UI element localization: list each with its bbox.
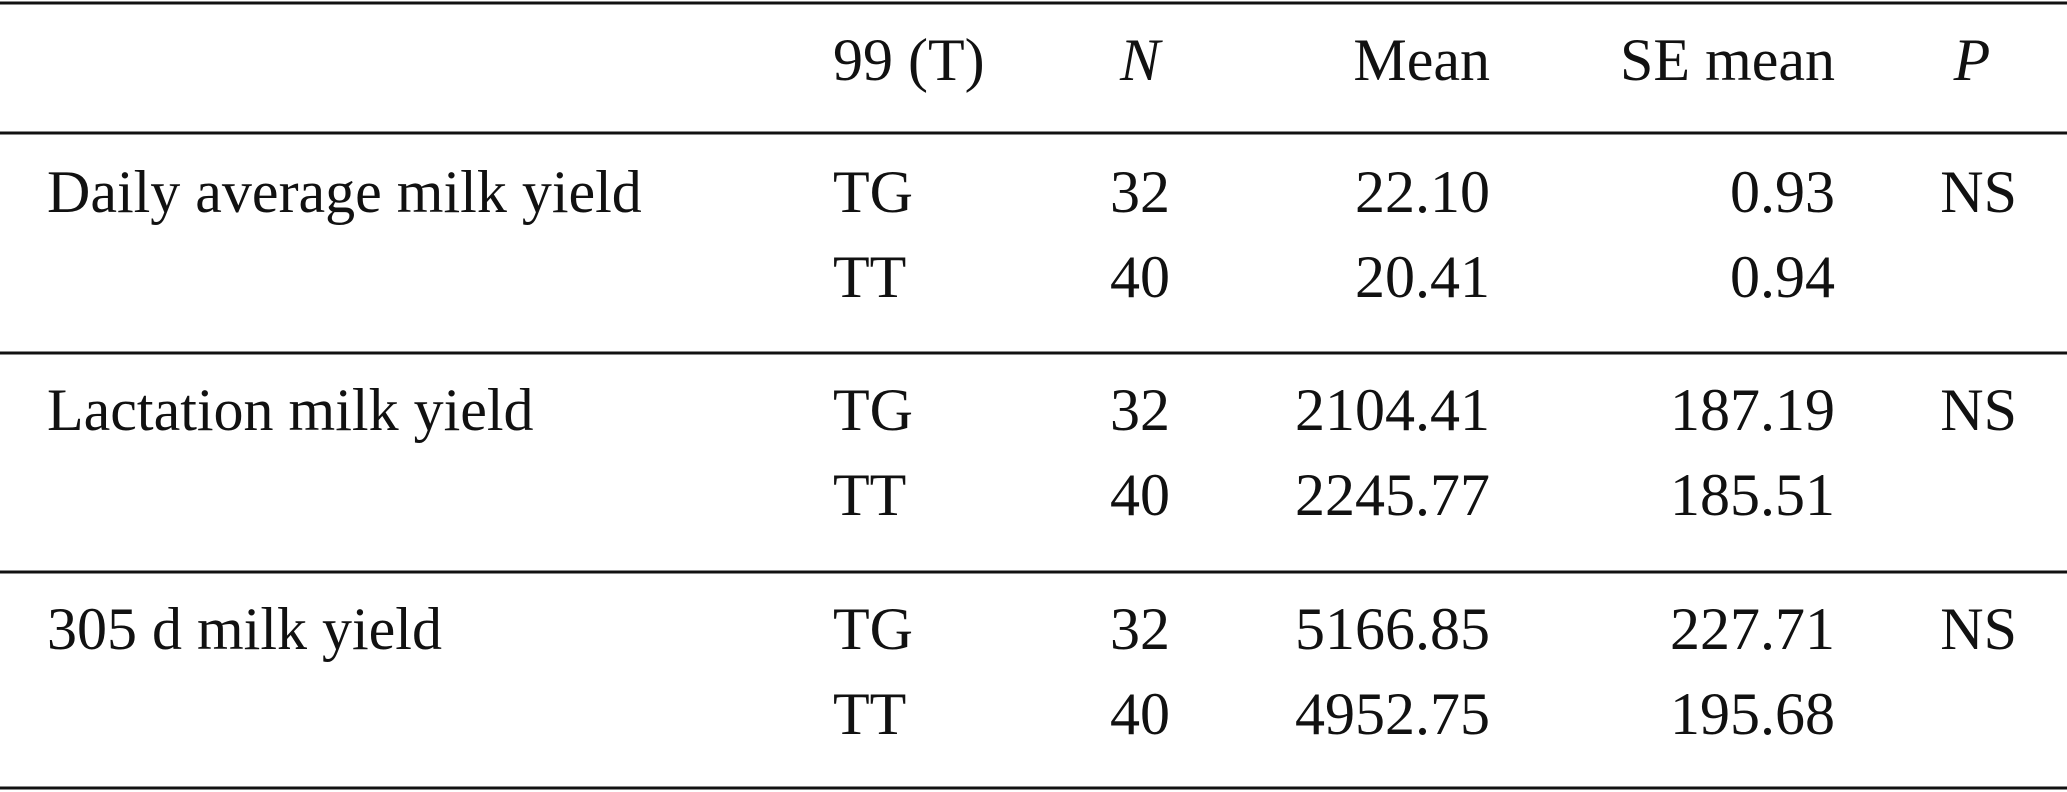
cell: TG bbox=[833, 596, 913, 662]
cell: 2245.77 bbox=[1295, 462, 1490, 528]
cell: 22.10 bbox=[1355, 159, 1490, 225]
p-value: NS bbox=[1940, 596, 2017, 662]
cell: 4952.75 bbox=[1295, 681, 1490, 747]
cell: 195.68 bbox=[1670, 681, 1835, 747]
cell: 40 bbox=[1110, 681, 1170, 747]
cell: 40 bbox=[1110, 462, 1170, 528]
cell: 5166.85 bbox=[1295, 596, 1490, 662]
trait-label: 305 d milk yield bbox=[47, 596, 442, 662]
cell: TG bbox=[833, 159, 913, 225]
p-value: NS bbox=[1940, 159, 2017, 225]
cell: TT bbox=[833, 462, 906, 528]
cell: 32 bbox=[1110, 159, 1170, 225]
column-header: SE mean bbox=[1620, 27, 1835, 93]
cell: 0.93 bbox=[1730, 159, 1835, 225]
cell: TG bbox=[833, 377, 913, 443]
p-value: NS bbox=[1940, 377, 2017, 443]
cell: 2104.41 bbox=[1295, 377, 1490, 443]
cell: 32 bbox=[1110, 596, 1170, 662]
cell: TT bbox=[833, 681, 906, 747]
cell: TT bbox=[833, 244, 906, 310]
column-header: N bbox=[1119, 27, 1163, 93]
cell: 32 bbox=[1110, 377, 1170, 443]
trait-label: Daily average milk yield bbox=[47, 159, 642, 225]
cell: 187.19 bbox=[1670, 377, 1835, 443]
column-header: 99 (T) bbox=[833, 27, 985, 93]
cell: 40 bbox=[1110, 244, 1170, 310]
cell: 185.51 bbox=[1670, 462, 1835, 528]
column-header: P bbox=[1953, 27, 1991, 93]
cell: 20.41 bbox=[1355, 244, 1490, 310]
column-header: Mean bbox=[1353, 27, 1490, 93]
trait-label: Lactation milk yield bbox=[47, 377, 534, 443]
cell: 227.71 bbox=[1670, 596, 1835, 662]
cell: 0.94 bbox=[1730, 244, 1835, 310]
